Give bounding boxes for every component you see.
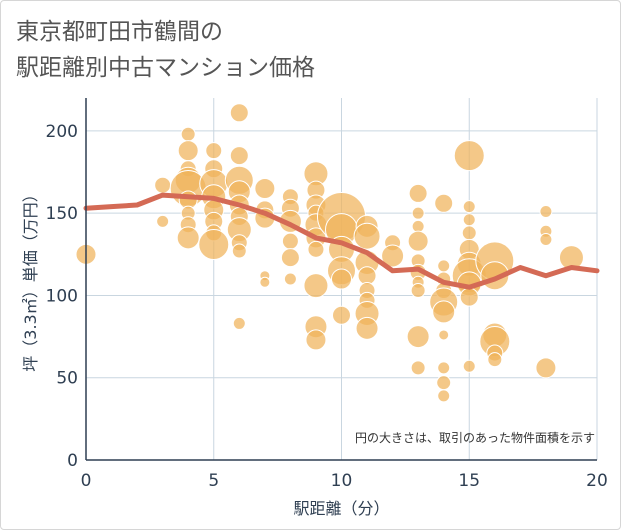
data-bubble xyxy=(437,389,451,403)
x-axis-label: 駅距離（分） xyxy=(293,499,389,518)
y-tick-label: 0 xyxy=(67,451,78,471)
data-bubble xyxy=(259,276,271,288)
data-bubble xyxy=(535,357,557,379)
x-tick-label: 10 xyxy=(331,471,353,491)
data-bubble xyxy=(539,205,553,219)
data-bubble xyxy=(487,352,503,368)
y-axis-label: 坪（3.3㎡）単価（万円） xyxy=(21,186,40,371)
data-bubble xyxy=(355,316,379,340)
data-bubble xyxy=(462,359,476,373)
data-bubble xyxy=(462,213,476,227)
data-bubble xyxy=(357,266,377,286)
data-bubble xyxy=(411,206,425,220)
data-bubble xyxy=(198,228,230,260)
size-annotation: 円の大きさは、取引のあった物件面積を示す xyxy=(355,430,595,445)
data-bubble xyxy=(408,183,428,203)
data-bubble xyxy=(438,329,450,341)
data-bubble xyxy=(231,243,247,259)
bubble-layer xyxy=(75,103,584,403)
data-bubble xyxy=(462,200,476,214)
data-bubble xyxy=(411,219,425,233)
chart-title: 東京都町田市鶴間の 駅距離別中古マンション価格 xyxy=(16,14,315,86)
trend-line-layer xyxy=(83,192,600,290)
data-bubble xyxy=(303,273,329,299)
data-bubble xyxy=(229,146,249,166)
data-bubble xyxy=(432,300,456,324)
y-tick-label: 100 xyxy=(46,286,78,306)
y-tick-label: 150 xyxy=(46,204,78,224)
data-bubble xyxy=(459,287,479,307)
title-line-2: 駅距離別中古マンション価格 xyxy=(16,55,315,81)
data-bubble xyxy=(434,193,454,213)
data-bubble xyxy=(281,232,299,250)
data-bubble xyxy=(381,244,405,268)
data-bubble xyxy=(539,233,553,247)
data-bubble xyxy=(180,126,196,142)
data-bubble xyxy=(437,259,451,273)
data-bubble xyxy=(410,283,426,299)
data-bubble xyxy=(331,268,352,290)
data-bubble xyxy=(177,140,199,162)
data-bubble xyxy=(436,375,452,391)
data-bubble xyxy=(410,360,426,376)
data-bubble xyxy=(229,103,249,123)
data-bubble xyxy=(353,222,381,250)
x-tick-label: 0 xyxy=(81,471,92,491)
x-tick-label: 20 xyxy=(586,471,608,491)
data-bubble xyxy=(406,325,430,349)
data-bubble xyxy=(332,305,351,325)
data-bubble xyxy=(156,214,170,228)
data-bubble xyxy=(280,248,300,268)
data-bubble xyxy=(232,316,246,330)
data-bubble xyxy=(437,361,451,375)
x-tick-label: 15 xyxy=(458,471,480,491)
y-tick-label: 200 xyxy=(46,122,78,142)
average-price-line xyxy=(83,192,600,290)
data-bubble xyxy=(307,240,325,258)
data-bubble xyxy=(407,230,429,252)
data-bubble xyxy=(176,226,200,250)
data-bubble xyxy=(283,272,297,286)
data-bubble xyxy=(461,225,477,241)
data-bubble xyxy=(453,140,485,172)
x-tick-label: 5 xyxy=(208,471,219,491)
y-tick-label: 50 xyxy=(56,369,78,389)
data-bubble xyxy=(205,142,223,160)
axes: 0 50 100 150 200 0 5 10 15 20 xyxy=(46,98,608,491)
data-bubble xyxy=(305,329,327,351)
title-line-1: 東京都町田市鶴間の xyxy=(16,19,223,45)
data-bubble xyxy=(254,178,276,199)
data-bubble xyxy=(154,176,172,194)
